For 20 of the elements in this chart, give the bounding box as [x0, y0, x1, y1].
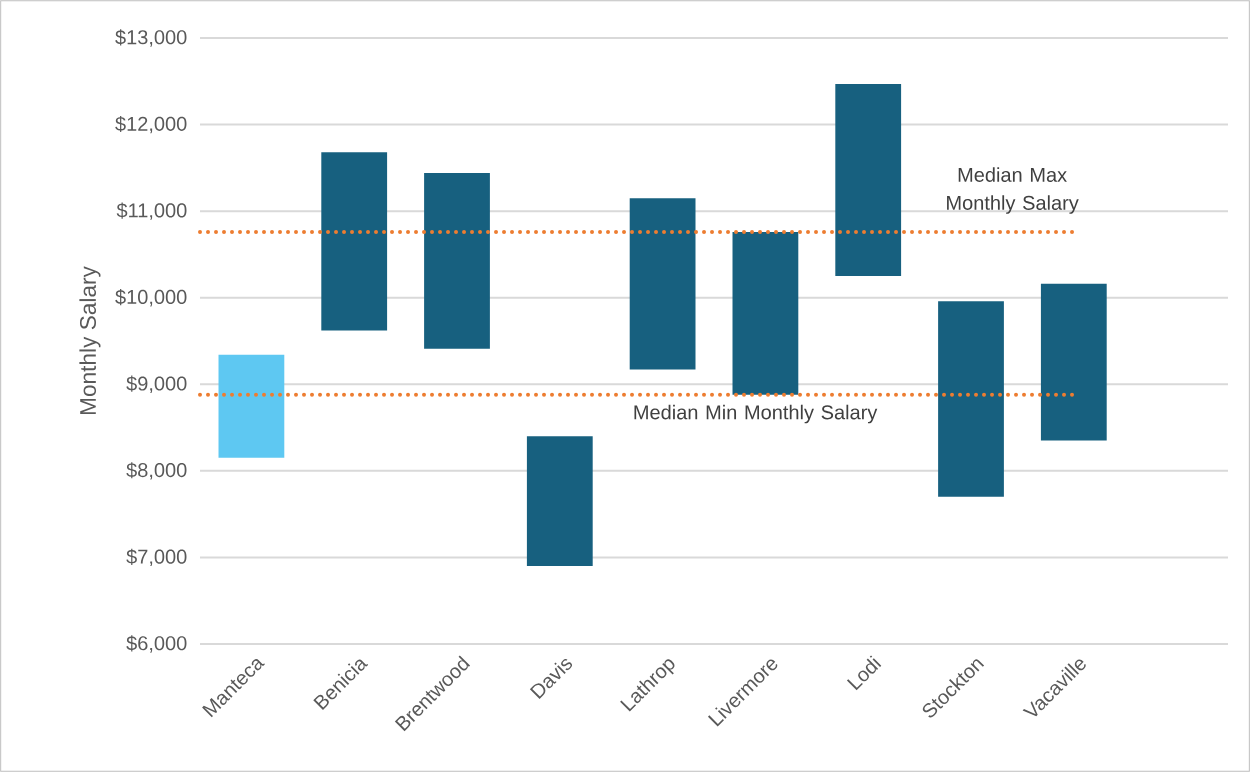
- y-axis-title: Monthly Salary: [79, 266, 101, 415]
- y-tick-label: $8,000: [126, 462, 187, 480]
- bar: [424, 173, 490, 349]
- bar: [835, 83, 902, 277]
- y-tick-label: $10,000: [115, 289, 187, 307]
- y-tick-label: $6,000: [126, 635, 187, 653]
- bar: [321, 152, 388, 331]
- y-tick-label: $13,000: [115, 29, 187, 47]
- y-tick-label: $11,000: [116, 202, 187, 220]
- bar: [1040, 283, 1107, 441]
- y-tick-label: $7,000: [126, 548, 187, 567]
- bar: [629, 198, 696, 370]
- y-tick-label: $9,000: [126, 375, 187, 393]
- ref-line-label: Median Min Monthly Salary: [634, 404, 878, 424]
- bar: [218, 354, 285, 458]
- y-tick-label: $12,000: [115, 115, 187, 134]
- bar: [526, 436, 593, 567]
- bar: [732, 231, 799, 395]
- ref-line-label: Median Max Monthly Salary: [947, 167, 1079, 214]
- bar: [938, 301, 1004, 497]
